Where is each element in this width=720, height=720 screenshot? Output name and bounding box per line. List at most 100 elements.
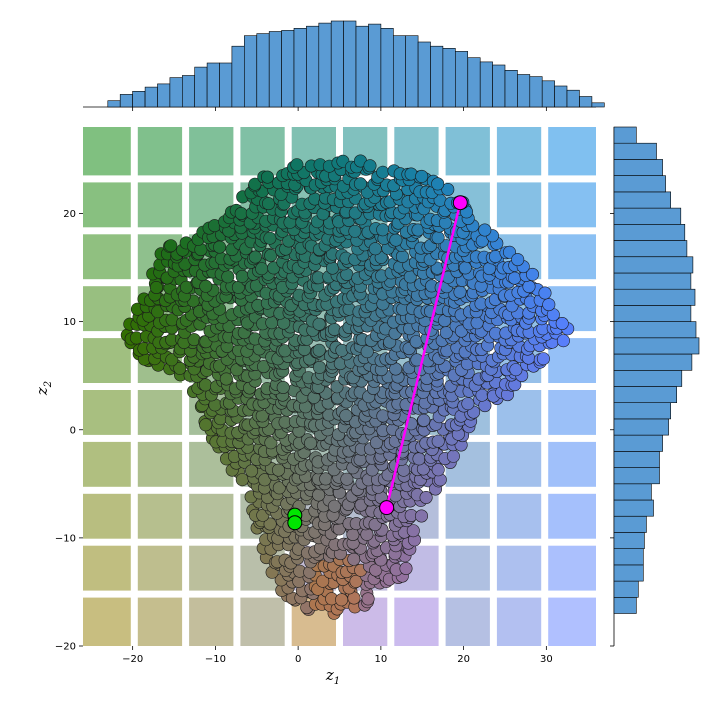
scatter-point <box>325 261 339 275</box>
background-tile <box>445 493 490 539</box>
scatter-point <box>173 361 187 375</box>
marginal-x-bar <box>194 66 208 108</box>
scatter-point <box>369 436 383 450</box>
y-tick-label: −10 <box>55 533 76 544</box>
marginal-y-bar <box>613 483 652 501</box>
marginal-y-bar <box>613 402 672 420</box>
scatter-point <box>348 224 362 238</box>
background-tile <box>548 493 596 539</box>
background-tile <box>240 127 285 176</box>
background-tile <box>496 127 542 176</box>
background-tile <box>445 545 490 591</box>
x-tick-label: −10 <box>205 654 226 665</box>
scatter-point <box>151 305 165 319</box>
scatter-point <box>363 159 377 173</box>
scatter-point <box>260 170 274 184</box>
background-tile <box>83 182 131 228</box>
scatter-point <box>213 240 227 254</box>
background-tile <box>137 182 183 228</box>
marginal-x-bar <box>219 62 233 108</box>
marginal-x-bar <box>256 33 270 108</box>
scatter-point <box>461 397 475 411</box>
scatter-point <box>525 267 539 281</box>
marginal-y-bar <box>613 386 678 404</box>
x-tick-label: 10 <box>375 654 388 665</box>
background-tile <box>445 127 490 176</box>
background-tile <box>548 441 596 487</box>
scatter-point <box>165 353 179 367</box>
scatter-point <box>267 261 281 275</box>
marginal-y-bar <box>613 191 672 209</box>
scatter-point <box>376 409 390 423</box>
background-tile <box>445 597 490 646</box>
marginal-y-bar <box>613 596 637 614</box>
scatter-point <box>234 207 248 221</box>
scatter-point <box>304 436 318 450</box>
highlight-point <box>287 515 303 531</box>
marginal-y-bar <box>613 142 657 160</box>
scatter-point <box>441 183 455 197</box>
background-tile <box>137 597 183 646</box>
highlight-point <box>452 195 468 211</box>
marginal-y-bar <box>613 126 637 144</box>
scatter-point <box>412 452 426 466</box>
scatter-point <box>349 574 363 588</box>
marginal-x-bar <box>554 85 568 108</box>
scatter-point <box>312 488 326 502</box>
highlight-segment <box>385 202 462 508</box>
marginal-x-bar <box>417 41 431 108</box>
background-tile <box>548 545 596 591</box>
x-tick-label: 20 <box>457 654 470 665</box>
y-tick-label: −20 <box>55 642 76 653</box>
marginal-y-bar <box>613 272 692 290</box>
scatter-point <box>255 262 269 276</box>
background-tile <box>548 127 596 176</box>
scatter-point <box>399 561 413 575</box>
scatter-point <box>263 231 277 245</box>
scatter-cloud <box>120 154 575 620</box>
scatter-point <box>415 169 429 183</box>
background-tile <box>137 493 183 539</box>
marginal-y-bar <box>613 515 647 533</box>
background-tile <box>189 493 234 539</box>
marginal-x-bar <box>479 61 493 108</box>
x-tick-label: 0 <box>295 654 301 665</box>
scatter-point <box>502 245 516 259</box>
marginal-x-bar <box>306 25 320 108</box>
background-tile <box>83 338 131 383</box>
background-tile <box>496 493 542 539</box>
scatter-point <box>235 473 249 487</box>
scatter-point <box>458 261 472 275</box>
scatter-point <box>261 197 275 211</box>
scatter-point <box>556 334 570 348</box>
marginal-x-bar <box>293 27 307 108</box>
scatter-point <box>404 167 418 181</box>
scatter-point <box>149 280 163 294</box>
scatter-point <box>478 223 492 237</box>
x-axis-label: z1 <box>325 666 340 687</box>
marginal-x-bar <box>132 91 146 108</box>
scatter-point <box>312 317 326 331</box>
marginal-y-bar <box>613 434 663 452</box>
scatter-point <box>417 413 431 427</box>
marginal-x-bar <box>343 20 357 108</box>
y-axis-label: z2 <box>33 381 54 396</box>
marginal-y-bar <box>613 467 660 485</box>
x-tick-label: 30 <box>540 654 553 665</box>
scatter-point <box>264 249 278 263</box>
marginal-x-bar <box>182 75 196 108</box>
scatter-point <box>271 463 285 477</box>
background-tile <box>137 545 183 591</box>
marginal-y-bar <box>613 451 660 468</box>
scatter-point <box>397 463 411 477</box>
marginal-y-bar <box>613 532 645 550</box>
background-tile <box>137 390 183 435</box>
background-tile <box>189 545 234 591</box>
highlight-layer <box>287 195 468 531</box>
scatter-point <box>406 524 420 538</box>
scatter-point <box>339 409 353 423</box>
marginal-x-bar <box>517 74 531 108</box>
background-tile <box>394 597 439 646</box>
scatter-point <box>431 434 445 448</box>
